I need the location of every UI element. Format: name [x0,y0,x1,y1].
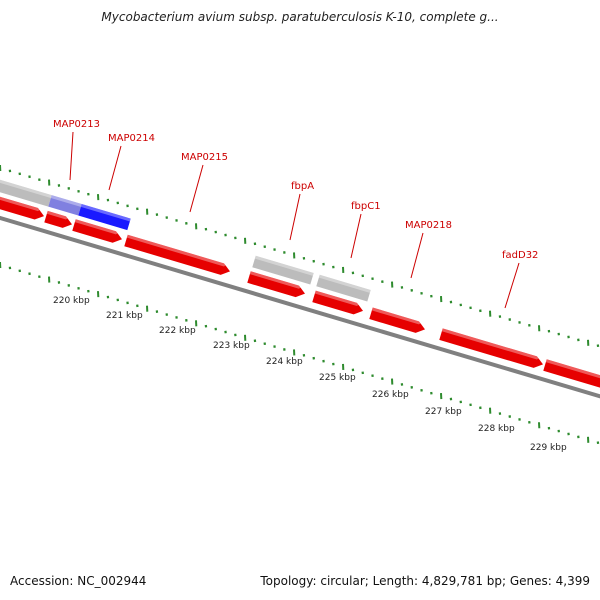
outer-tick-ring [0,164,600,348]
gene-label-leader [410,232,424,279]
backbone-highlight [0,214,600,395]
gene-label-leader [108,145,122,191]
gene-highlight [441,328,541,360]
gene-label[interactable]: MAP0214 [108,133,155,144]
gene-arrow[interactable] [439,328,544,370]
gene-body [78,204,131,231]
backbone-line [0,215,600,399]
gene-arrow[interactable] [369,307,426,336]
gene-highlight [318,274,371,293]
gene-highlight [254,255,314,276]
gene-body [72,219,123,243]
gene-label-leader [189,164,204,213]
gene-highlight [0,194,42,212]
kbp-label: 223 kbp [213,341,250,351]
gene-box[interactable] [48,195,82,216]
gene-body [543,359,600,388]
gene-highlight [0,177,52,198]
kbp-label: 221 kbp [106,311,143,321]
gene-label[interactable]: fbpA [291,181,314,192]
gene-body [252,255,314,285]
gene-highlight [314,290,361,306]
kbp-label: 227 kbp [425,407,462,417]
gene-highlight [46,210,70,220]
gene-arrow[interactable] [0,194,46,222]
gene-box[interactable] [78,204,131,231]
gene-box[interactable] [252,255,314,285]
gene-track [0,177,600,390]
gene-body [0,194,44,220]
kbp-label: 222 kbp [159,326,196,336]
gene-highlight [50,195,82,207]
gene-highlight [249,271,303,289]
gene-label[interactable]: fadD32 [502,250,538,261]
gene-label-leader [504,262,520,309]
gene-label[interactable]: MAP0213 [53,119,100,130]
genome-summary-text: Topology: circular; Length: 4,829,781 bp… [260,574,590,588]
gene-body [48,195,82,216]
gene-labels: MAP0213 MAP0214 MAP0215 fbpA fbpC1 MAP0218 fad… [53,119,538,309]
gene-label-leader [289,193,301,241]
gene-highlight [74,219,120,235]
gene-highlight [371,307,423,325]
kbp-label: 229 kbp [530,443,567,453]
kbp-label: 228 kbp [478,424,515,434]
gene-body [369,307,426,333]
gene-body [439,328,543,368]
gene-arrow[interactable] [72,219,123,245]
kbp-label: 225 kbp [319,373,356,383]
gene-body [124,234,230,275]
gene-highlight [545,359,600,380]
gene-arrow[interactable] [124,234,231,277]
gene-arrow[interactable] [247,271,306,299]
gene-body [44,210,72,228]
kbp-labels: 220 kbp 221 kbp 222 kbp 223 kbp 224 kbp 225 k… [53,296,567,453]
inner-tick-ring [0,261,600,445]
kbp-label: 226 kbp [372,390,409,400]
map-title: Mycobacterium avium subsp. paratuberculo… [101,10,499,24]
gene-arrow[interactable] [312,290,364,317]
kbp-label: 224 kbp [266,357,303,367]
gene-label-leader [350,213,362,259]
kbp-label: 220 kbp [53,296,90,306]
gene-label[interactable]: fbpC1 [351,201,381,212]
gene-highlight [80,204,131,222]
gene-box[interactable] [0,177,52,207]
gene-highlight [126,234,228,267]
gene-box[interactable] [316,274,371,302]
gene-label[interactable]: MAP0218 [405,220,452,231]
gene-arrow[interactable] [543,359,600,390]
gene-arrow[interactable] [44,210,73,230]
gene-body [316,274,371,302]
gene-body [312,290,364,315]
gene-label[interactable]: MAP0215 [181,152,228,163]
gene-body [247,271,305,298]
accession-text: Accession: NC_002944 [10,574,147,588]
gene-label-leader [69,131,74,181]
gene-body [0,177,52,207]
